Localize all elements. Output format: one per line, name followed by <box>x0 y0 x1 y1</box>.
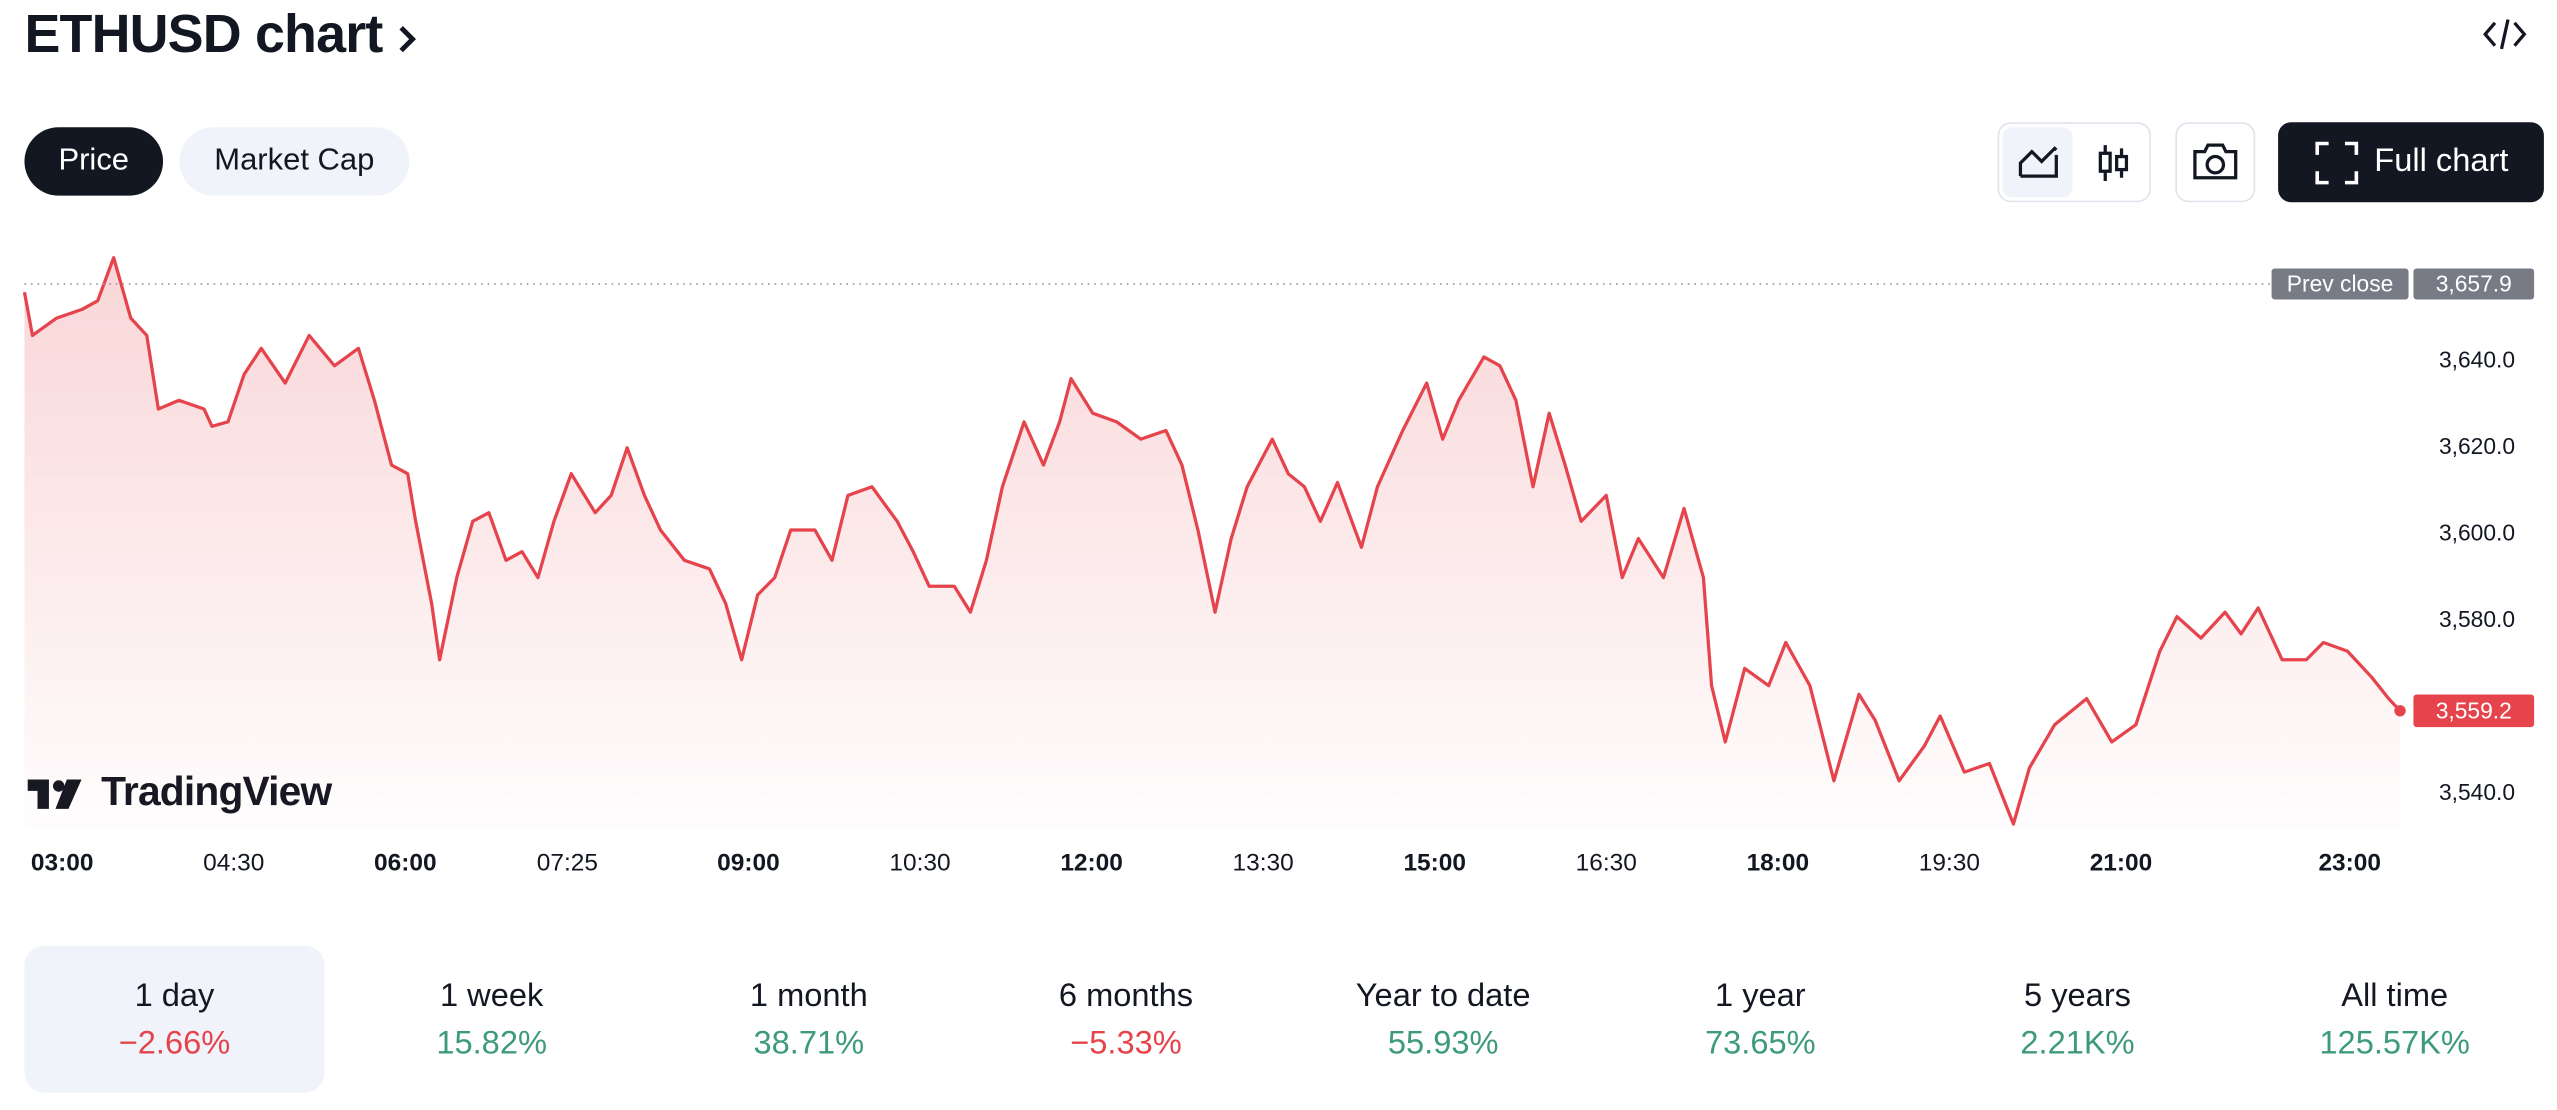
full-chart-label[interactable]: Full chart <box>2374 143 2509 180</box>
title-text[interactable]: ETHUSD chart <box>24 3 383 64</box>
prev-close-value-tag <box>2413 268 2535 300</box>
x-tick-label: 18:00 <box>1747 850 1810 877</box>
embed-icon[interactable] <box>2482 13 2528 55</box>
period-button[interactable]: 5 years 2.21K% <box>1927 946 2227 1093</box>
x-tick-label: 06:00 <box>374 850 437 877</box>
x-tick-label: 12:00 <box>1060 850 1123 877</box>
period-label[interactable]: 1 week <box>439 978 544 1015</box>
period-button[interactable]: 1 year 73.65% <box>1610 946 1910 1093</box>
period-label[interactable]: 1 month <box>749 978 868 1015</box>
period-button[interactable]: 6 months −5.33% <box>976 946 1276 1093</box>
period-label[interactable]: 1 year <box>1715 978 1806 1015</box>
y-tick-label: 3,620.0 <box>2439 433 2515 459</box>
period-label[interactable]: 1 day <box>134 978 215 1015</box>
period-change[interactable]: 2.21K% <box>2020 1025 2135 1062</box>
period-button[interactable]: 1 month 38.71% <box>659 946 959 1093</box>
period-button[interactable]: 1 day −2.66% <box>24 945 325 1093</box>
full-chart-button[interactable]: Full chart <box>2278 122 2544 203</box>
x-tick-label: 23:00 <box>2318 850 2381 877</box>
title[interactable]: ETHUSD chart <box>24 3 419 65</box>
prev-close-value: 3,657.9 <box>2436 271 2512 297</box>
tab-price[interactable]: Price <box>24 127 164 196</box>
x-tick-label: 13:30 <box>1233 850 1294 877</box>
current-price-label: 3,559.2 <box>2436 697 2512 723</box>
current-dot <box>2394 705 2406 717</box>
price-line <box>22 256 2402 826</box>
period-change[interactable]: 38.71% <box>753 1025 865 1062</box>
candle-icon[interactable] <box>2081 127 2146 197</box>
period-label[interactable]: 5 years <box>2024 978 2131 1015</box>
period-change[interactable]: −2.66% <box>118 1025 231 1062</box>
tab-market-cap[interactable]: Market Cap <box>179 127 410 196</box>
prev-close-tag <box>2271 268 2409 300</box>
y-tick-label: 3,580.0 <box>2439 606 2515 632</box>
fullscreen-icon <box>2315 141 2359 185</box>
x-tick-label: 19:30 <box>1919 850 1980 877</box>
period-label[interactable]: Year to date <box>1355 978 1531 1015</box>
period-button[interactable]: All time 125.57K% <box>2245 946 2545 1093</box>
period-change[interactable]: 55.93% <box>1387 1025 1499 1062</box>
x-tick-label: 07:25 <box>537 850 598 877</box>
y-tick-label: 3,640.0 <box>2439 346 2515 372</box>
area-style-button[interactable] <box>2002 127 2073 198</box>
period-label[interactable]: All time <box>2341 978 2449 1015</box>
period-change[interactable]: 125.57K% <box>2319 1025 2470 1062</box>
x-tick-label: 10:30 <box>889 850 950 877</box>
chevron-icon <box>399 25 417 53</box>
x-tick-label: 15:00 <box>1403 850 1466 877</box>
x-tick-label: 21:00 <box>2090 850 2153 877</box>
period-change[interactable]: 73.65% <box>1705 1025 1816 1062</box>
chart-style-group <box>1997 122 2151 203</box>
period-change[interactable]: 15.82% <box>436 1025 547 1062</box>
prev-close-name: Prev close <box>2287 271 2393 297</box>
chart: TradingView3,540.03,580.03,600.03,620.03… <box>22 256 2535 877</box>
screenshot-button[interactable] <box>2175 122 2256 203</box>
y-tick-label: 3,600.0 <box>2439 519 2515 545</box>
x-tick-label: 04:30 <box>203 850 264 877</box>
period-change[interactable]: −5.33% <box>1070 1025 1182 1062</box>
x-tick-label: 03:00 <box>31 850 94 877</box>
camera-icon <box>2193 143 2238 180</box>
x-tick-label: 09:00 <box>717 850 780 877</box>
area-fill <box>24 257 2401 829</box>
current-price-tag <box>2413 694 2535 728</box>
period-button[interactable]: Year to date 55.93% <box>1293 946 1593 1093</box>
period-label[interactable]: 6 months <box>1058 978 1194 1015</box>
x-tick-label: 16:30 <box>1576 850 1637 877</box>
area-icon <box>2018 146 2058 178</box>
y-tick-label: 3,540.0 <box>2439 779 2515 805</box>
period-button[interactable]: 1 week 15.82% <box>342 946 642 1093</box>
